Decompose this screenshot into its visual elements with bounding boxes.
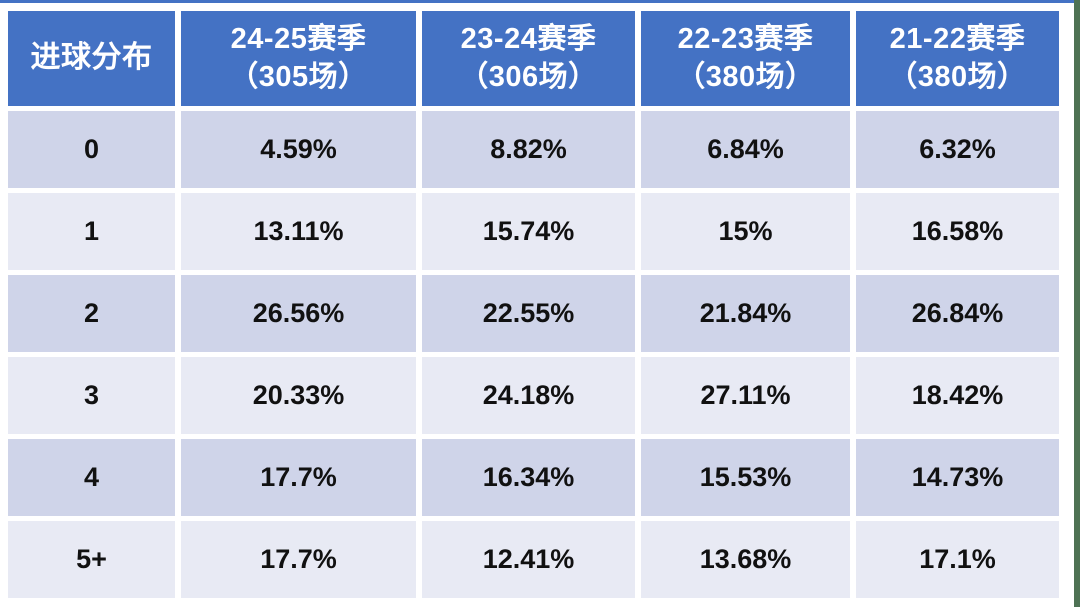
right-edge-green-strip <box>1074 0 1080 607</box>
percentage-cell: 15.74% <box>422 193 635 270</box>
percentage-cell: 22.55% <box>422 275 635 352</box>
goal-distribution-table: 进球分布 24-25赛季 （305场） 23-24赛季 （306场） 22-23… <box>8 11 1059 598</box>
games-count-label: （380场） <box>676 60 815 93</box>
percentage-cell: 6.84% <box>641 111 850 188</box>
percentage-cell: 13.11% <box>181 193 416 270</box>
percentage-cell: 8.82% <box>422 111 635 188</box>
corner-header-cell: 进球分布 <box>8 11 175 106</box>
percentage-cell: 27.11% <box>641 357 850 434</box>
goal-count-cell: 5+ <box>8 521 175 598</box>
percentage-cell: 13.68% <box>641 521 850 598</box>
percentage-cell: 20.33% <box>181 357 416 434</box>
season-header-cell-22-23: 22-23赛季 （380场） <box>641 11 850 106</box>
percentage-cell: 17.7% <box>181 521 416 598</box>
percentage-cell: 16.34% <box>422 439 635 516</box>
games-count-label: （380场） <box>888 60 1027 93</box>
percentage-cell: 15.53% <box>641 439 850 516</box>
percentage-cell: 15% <box>641 193 850 270</box>
percentage-cell: 21.84% <box>641 275 850 352</box>
percentage-cell: 12.41% <box>422 521 635 598</box>
season-header-cell-24-25: 24-25赛季 （305场） <box>181 11 416 106</box>
percentage-cell: 4.59% <box>181 111 416 188</box>
percentage-cell: 26.56% <box>181 275 416 352</box>
games-count-label: （305场） <box>229 60 368 93</box>
percentage-cell: 17.7% <box>181 439 416 516</box>
season-label: 22-23赛季 <box>677 23 814 56</box>
percentage-cell: 24.18% <box>422 357 635 434</box>
goal-count-cell: 0 <box>8 111 175 188</box>
percentage-cell: 16.58% <box>856 193 1059 270</box>
percentage-cell: 17.1% <box>856 521 1059 598</box>
season-header-cell-21-22: 21-22赛季 （380场） <box>856 11 1059 106</box>
goal-count-cell: 4 <box>8 439 175 516</box>
season-label: 24-25赛季 <box>230 23 367 56</box>
top-border-strip <box>0 0 1074 3</box>
games-count-label: （306场） <box>459 60 598 93</box>
percentage-cell: 26.84% <box>856 275 1059 352</box>
goal-count-cell: 3 <box>8 357 175 434</box>
percentage-cell: 18.42% <box>856 357 1059 434</box>
goal-count-cell: 2 <box>8 275 175 352</box>
percentage-cell: 6.32% <box>856 111 1059 188</box>
season-header-cell-23-24: 23-24赛季 （306场） <box>422 11 635 106</box>
season-label: 23-24赛季 <box>460 23 597 56</box>
percentage-cell: 14.73% <box>856 439 1059 516</box>
season-label: 21-22赛季 <box>889 23 1026 56</box>
goal-count-cell: 1 <box>8 193 175 270</box>
